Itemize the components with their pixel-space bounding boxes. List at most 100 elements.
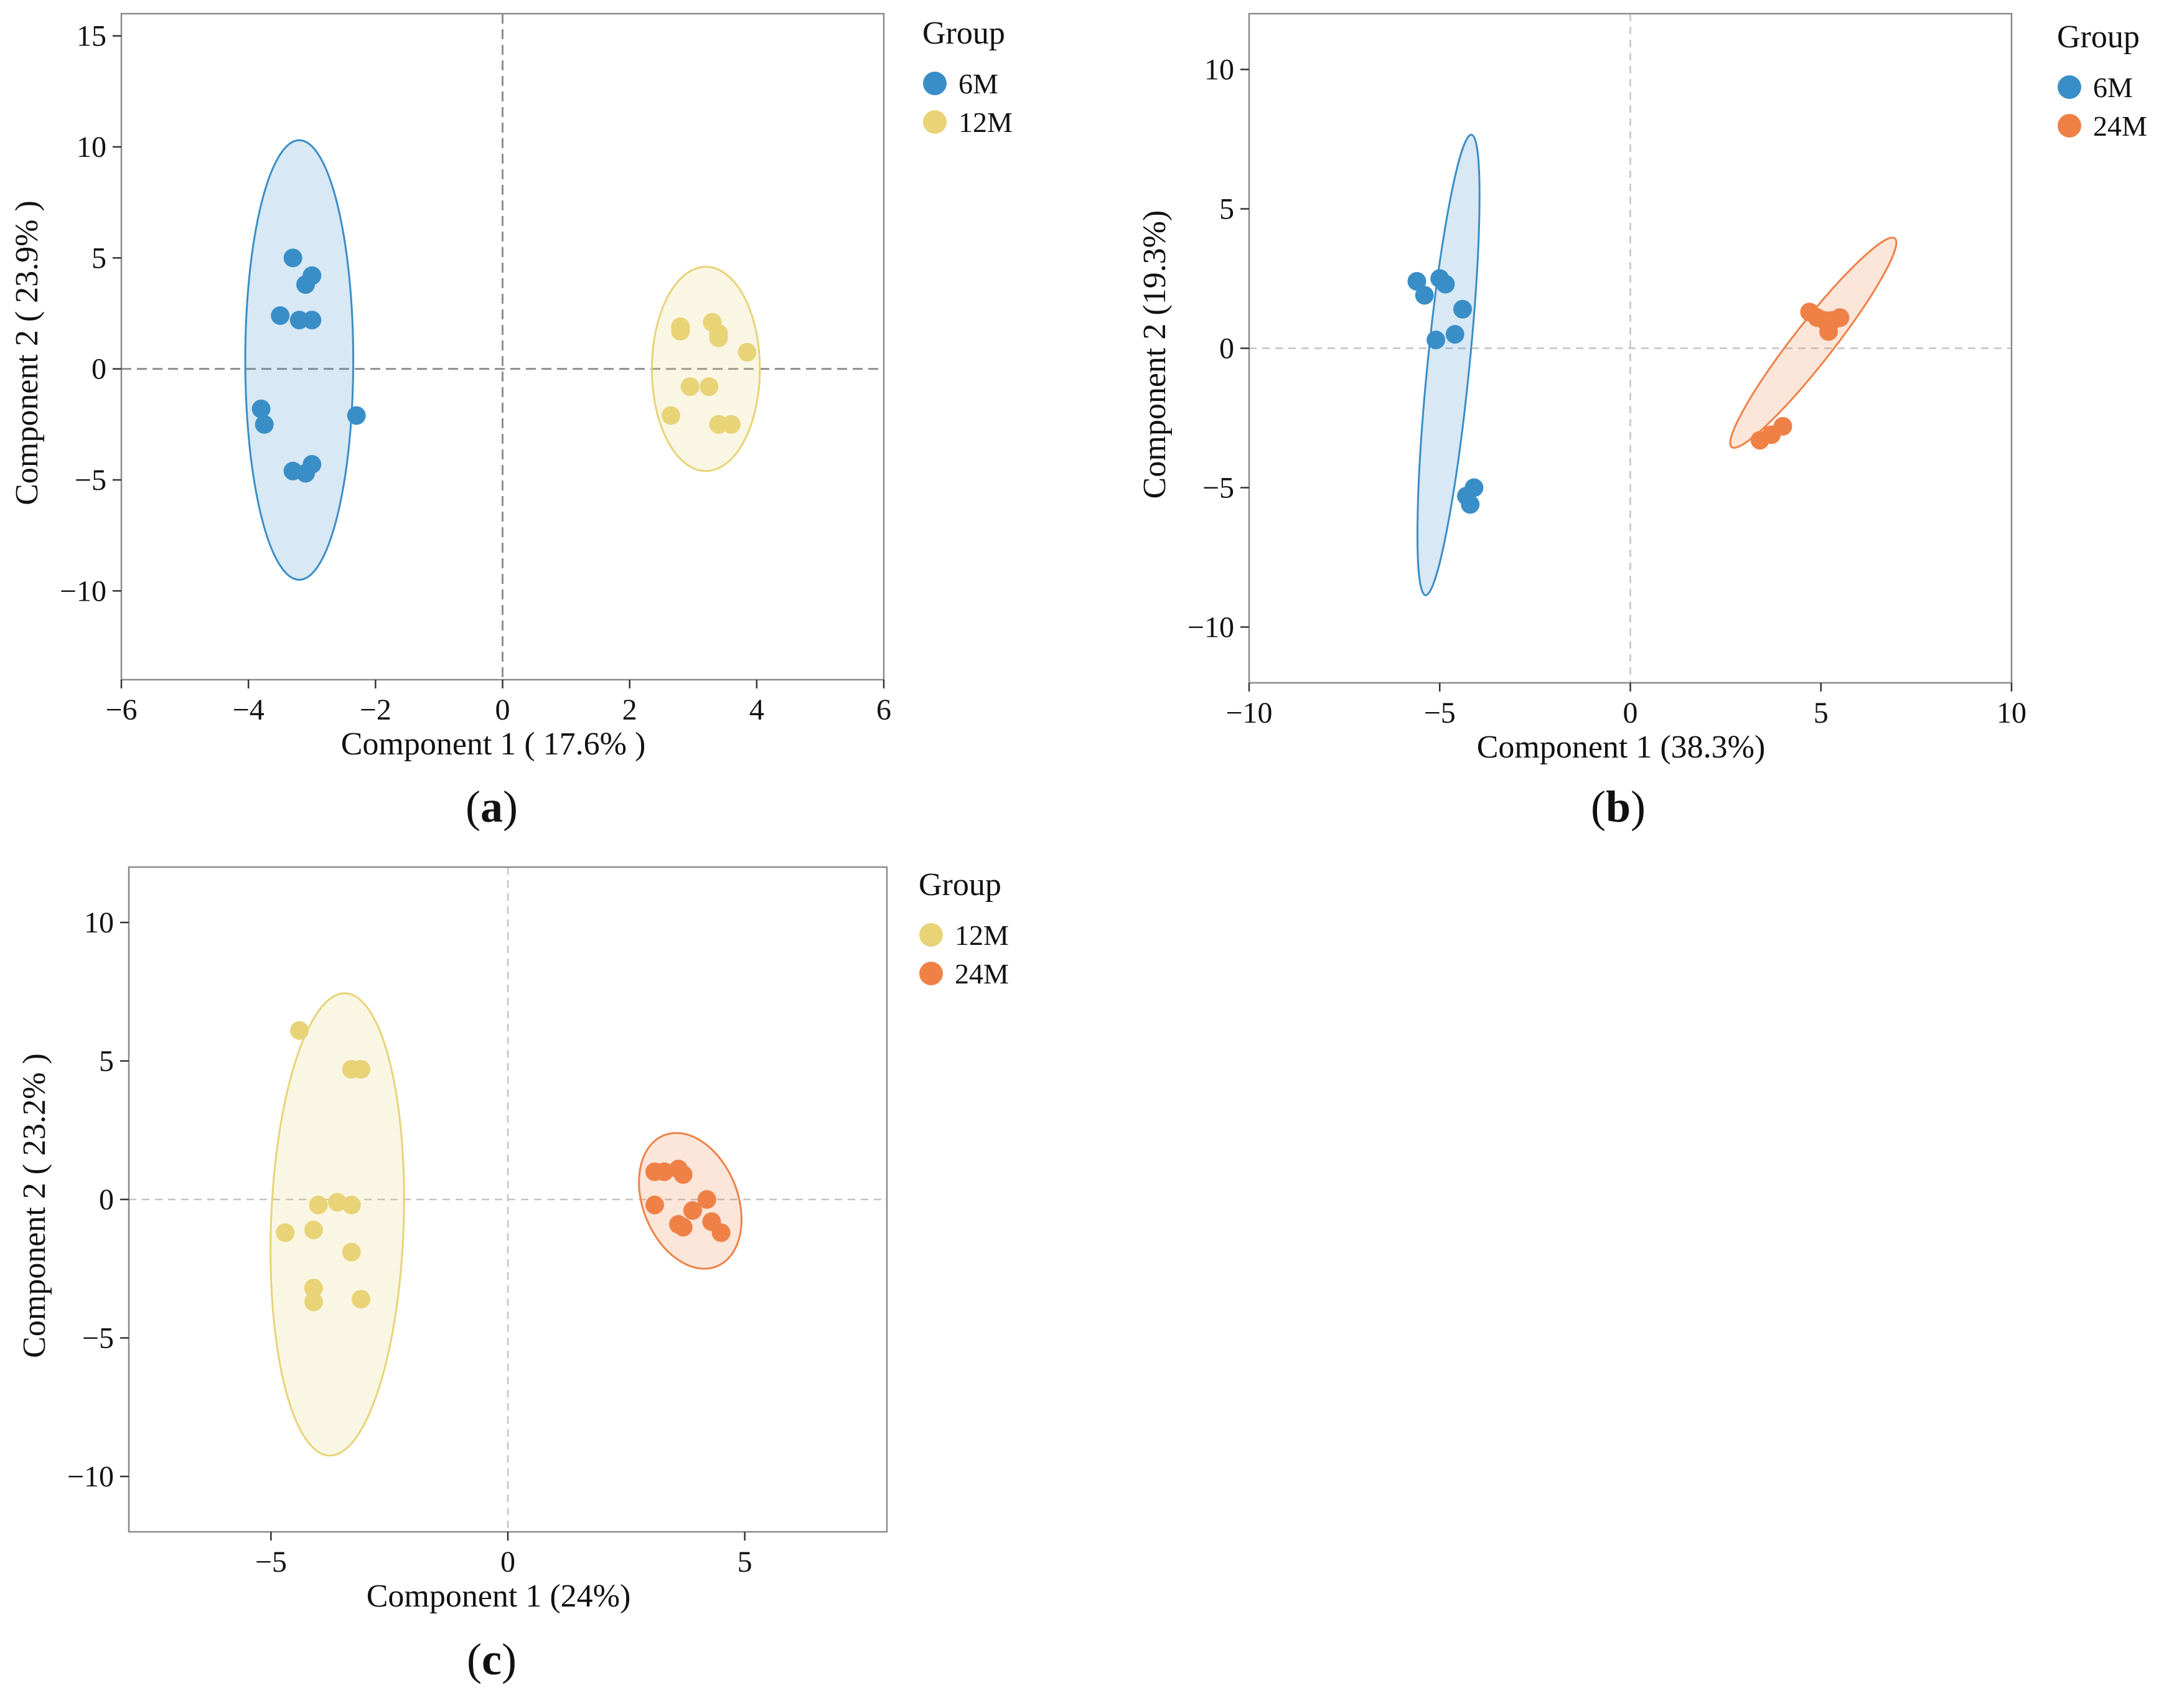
x-tick-label: 0 — [1623, 697, 1638, 730]
data-point-12M — [276, 1223, 295, 1242]
data-point-12M — [342, 1195, 361, 1214]
x-tick-label: −10 — [1225, 697, 1272, 730]
legend-marker-12M — [923, 110, 947, 134]
x-tick-label: −6 — [105, 693, 137, 726]
data-point-6M — [1445, 325, 1464, 344]
data-point-12M — [342, 1242, 361, 1262]
legend-marker-6M — [923, 72, 947, 95]
data-point-6M — [1407, 272, 1426, 291]
chart-panel-c: −5 0 5 −10 −5 0 5 10 Component 1 (24%) Component … — [17, 866, 1009, 1684]
y-tick-label: −5 — [82, 1322, 114, 1355]
x-tick-label: −2 — [360, 693, 391, 726]
panel-letter: a — [480, 782, 503, 832]
data-point-12M — [352, 1059, 371, 1079]
legend-label-24M: 24M — [955, 958, 1009, 990]
panel-paren-open: ( — [466, 782, 480, 832]
legend-label-6M: 6M — [2093, 72, 2133, 103]
panel-label: (a) — [466, 782, 518, 832]
data-point-6M — [347, 406, 366, 425]
legend: Group 6M 12M — [922, 16, 1013, 138]
x-axis-label: Component 1 (38.3%) — [1477, 730, 1766, 765]
data-point-12M — [309, 1195, 328, 1214]
x-tick-label: −5 — [1424, 697, 1456, 730]
y-tick-label: −10 — [67, 1460, 114, 1493]
panel-letter: b — [1606, 782, 1631, 832]
data-point-6M — [1436, 274, 1455, 294]
panel-paren-close: ) — [503, 782, 518, 832]
y-tick-label: −10 — [60, 575, 106, 608]
data-point-12M — [700, 377, 719, 396]
y-tick-label: −5 — [1202, 471, 1234, 504]
confidence-ellipse-6M — [244, 139, 355, 581]
x-tick-label: 0 — [500, 1546, 515, 1579]
confidence-ellipse-24M — [638, 1132, 743, 1270]
y-tick-label: −10 — [1188, 611, 1234, 644]
x-axis-label: Component 1 (24%) — [367, 1579, 631, 1614]
legend-marker-6M — [2058, 75, 2081, 99]
y-tick-label: 10 — [1204, 54, 1234, 87]
legend: Group 12M 24M — [919, 867, 1009, 990]
data-point-12M — [738, 342, 757, 362]
data-point-6M — [302, 455, 322, 474]
legend: Group 6M 24M — [2057, 19, 2147, 142]
data-point-24M — [1830, 308, 1850, 327]
data-point-24M — [1819, 322, 1838, 341]
data-point-24M — [645, 1195, 664, 1214]
data-point-12M — [304, 1279, 323, 1298]
y-tick-label: −5 — [75, 464, 106, 497]
y-axis-label: Component 2 ( 23.2% ) — [17, 1053, 52, 1358]
panel-paren-close: ) — [1631, 782, 1646, 832]
data-point-12M — [304, 1220, 323, 1239]
data-point-24M — [683, 1201, 702, 1220]
data-point-6M — [1415, 286, 1434, 305]
panel-paren-open: ( — [467, 1635, 482, 1684]
data-point-6M — [1464, 478, 1484, 497]
data-point-6M — [271, 306, 290, 326]
data-point-6M — [1453, 299, 1472, 319]
y-tick-label: 0 — [91, 353, 106, 386]
panel-paren-open: ( — [1591, 782, 1606, 832]
x-tick-label: 0 — [495, 693, 510, 726]
data-point-12M — [352, 1290, 371, 1309]
confidence-ellipse-12M — [269, 992, 405, 1457]
data-point-6M — [255, 415, 274, 434]
legend-title: Group — [2057, 19, 2140, 55]
data-point-24M — [697, 1190, 716, 1209]
data-point-12M — [327, 1193, 347, 1212]
x-tick-label: 6 — [876, 693, 891, 726]
confidence-ellipse-6M — [1416, 133, 1481, 596]
panel-label: (b) — [1591, 782, 1646, 832]
chart-panel-a: −6 −4 −2 0 2 4 6 −10 −5 0 5 10 15 Component 1 ( 17.6%… — [9, 12, 1013, 832]
x-axis-label: Component 1 ( 17.6% ) — [341, 726, 646, 762]
data-point-12M — [662, 406, 681, 425]
data-point-24M — [711, 1223, 731, 1242]
x-tick-label: −5 — [255, 1546, 287, 1579]
data-point-24M — [673, 1218, 693, 1237]
y-axis-label: Component 2 ( 23.9% ) — [9, 200, 45, 505]
data-point-12M — [304, 1292, 323, 1312]
data-point-6M — [283, 248, 302, 268]
x-tick-label: 10 — [1997, 697, 2026, 730]
legend-label-12M: 12M — [955, 919, 1009, 951]
data-point-12M — [671, 322, 690, 341]
legend-title: Group — [922, 16, 1005, 51]
y-tick-label: 5 — [1219, 193, 1234, 226]
confidence-ellipse-12M — [650, 266, 761, 472]
panel-paren-close: ) — [502, 1635, 517, 1684]
y-axis-label: Component 2 (19.3%) — [1137, 210, 1173, 499]
legend-marker-12M — [919, 923, 943, 947]
panel-letter: c — [482, 1635, 502, 1684]
y-tick-label: 0 — [1219, 332, 1234, 365]
data-point-6M — [1426, 331, 1446, 350]
legend-marker-24M — [919, 962, 943, 985]
y-tick-label: 5 — [91, 242, 106, 274]
x-tick-label: 5 — [1814, 697, 1829, 730]
x-tick-label: 4 — [749, 693, 764, 726]
x-tick-label: −4 — [233, 693, 265, 726]
data-point-6M — [1461, 495, 1480, 514]
x-tick-label: 2 — [622, 693, 637, 726]
data-point-12M — [680, 377, 700, 396]
data-point-24M — [673, 1165, 693, 1184]
chart-panel-b: −10 −5 0 5 10 −10 −5 0 5 10 Component 1 (38.3%) Com… — [1137, 12, 2147, 832]
